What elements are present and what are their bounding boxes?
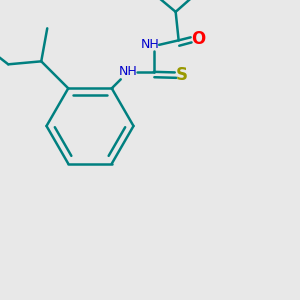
Text: O: O	[191, 30, 205, 48]
Text: NH: NH	[141, 38, 160, 51]
Text: NH: NH	[119, 65, 138, 78]
Text: S: S	[176, 66, 188, 84]
